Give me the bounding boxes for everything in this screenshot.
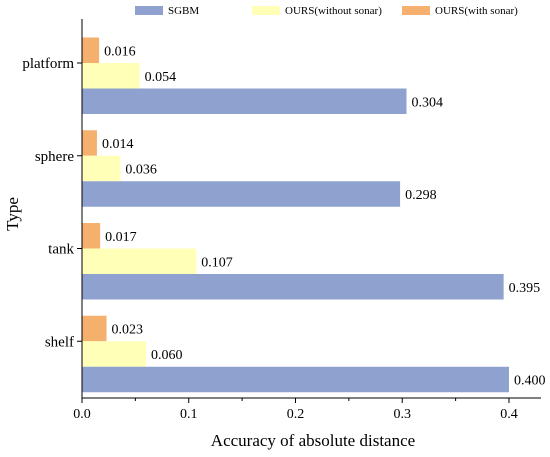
- bar-tank-sgbm: [82, 274, 504, 300]
- x-axis-title: Accuracy of absolute distance: [211, 431, 415, 450]
- x-tick-label-0.2: 0.2: [287, 407, 305, 422]
- data-label-sphere-ours-without-sonar: 0.036: [125, 163, 157, 178]
- data-label-tank-ours-with-sonar: 0.017: [105, 230, 137, 245]
- data-label-platform-sgbm: 0.304: [412, 95, 444, 110]
- bar-platform-sgbm: [82, 88, 407, 114]
- legend-swatch-sgbm: [135, 6, 163, 15]
- bar-platform-ours-with-sonar: [82, 37, 100, 63]
- bar-tank-ours-with-sonar: [82, 223, 101, 249]
- x-tick-label-0.0: 0.0: [73, 407, 91, 422]
- data-label-sphere-ours-with-sonar: 0.014: [102, 137, 134, 152]
- x-tick-label-0.3: 0.3: [393, 407, 411, 422]
- bar-platform-ours-without-sonar: [82, 63, 140, 89]
- data-label-tank-sgbm: 0.395: [509, 281, 541, 296]
- legend-swatch-ours-with-sonar: [402, 6, 430, 15]
- data-label-tank-ours-without-sonar: 0.107: [201, 255, 233, 270]
- data-label-platform-ours-without-sonar: 0.054: [145, 70, 177, 85]
- y-axis-title: Type: [3, 197, 22, 231]
- bar-shelf-sgbm: [82, 366, 509, 393]
- bar-tank-ours-without-sonar: [82, 248, 197, 274]
- legend-label-sgbm: SGBM: [168, 5, 199, 17]
- legend-label-ours-without-sonar: OURS(without sonar): [285, 5, 382, 17]
- x-tick-label-0.1: 0.1: [180, 407, 198, 422]
- data-labels-group: 0.016 0.054 0.304 0.014 0.036 0.298 0.017 0.107…: [102, 44, 546, 388]
- legend-swatch-ours-without-sonar: [252, 6, 280, 15]
- data-label-sphere-sgbm: 0.298: [405, 188, 437, 203]
- y-tick-label-shelf: shelf: [45, 334, 74, 350]
- data-label-shelf-ours-with-sonar: 0.023: [112, 323, 144, 338]
- data-label-shelf-ours-without-sonar: 0.060: [151, 348, 183, 363]
- data-label-platform-ours-with-sonar: 0.016: [104, 44, 136, 59]
- bar-shelf-ours-with-sonar: [82, 315, 107, 342]
- bar-sphere-ours-with-sonar: [82, 130, 97, 156]
- legend-label-ours-with-sonar: OURS(with sonar): [435, 5, 518, 17]
- axes-group: platform sphere tank shelf 0.0 0.1 0.2 0.3 0.4: [22, 19, 541, 422]
- y-tick-label-sphere: sphere: [35, 149, 74, 165]
- y-tick-label-tank: tank: [48, 242, 74, 258]
- x-tick-label-0.4: 0.4: [500, 407, 518, 422]
- bar-sphere-sgbm: [82, 181, 401, 207]
- data-label-shelf-sgbm: 0.400: [514, 374, 546, 389]
- bar-sphere-ours-without-sonar: [82, 155, 121, 182]
- y-tick-label-platform: platform: [22, 56, 74, 72]
- bar-shelf-ours-without-sonar: [82, 341, 147, 367]
- legend: SGBM OURS(without sonar) OURS(with sonar): [135, 5, 518, 17]
- bars-group: [82, 37, 509, 393]
